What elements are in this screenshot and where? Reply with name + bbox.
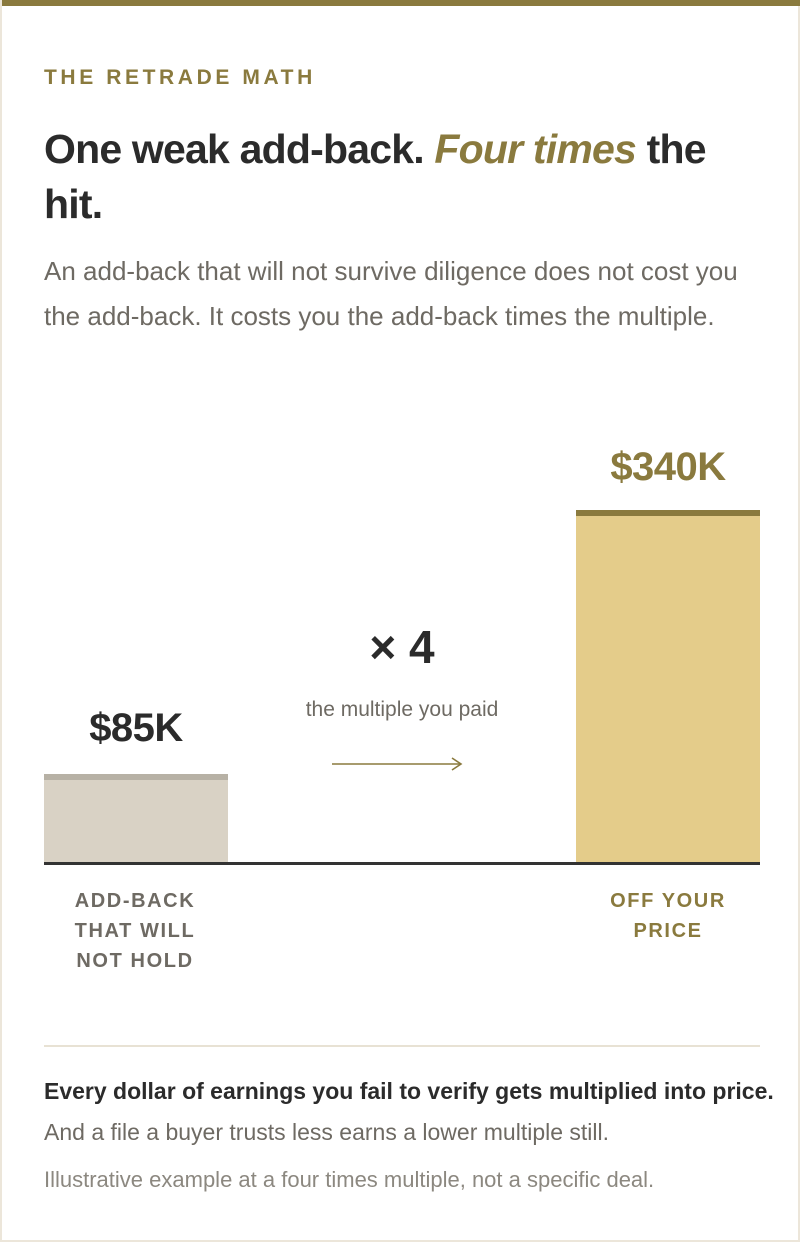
bar-addback-cap xyxy=(44,774,228,780)
category-label-addback: ADD-BACK THAT WILL NOT HOLD xyxy=(74,890,196,972)
disclaimer: Illustrative example at a four times mul… xyxy=(44,1167,655,1192)
chart-baseline xyxy=(44,862,760,865)
subtitle: An add-back that will not survive dilige… xyxy=(44,256,738,331)
retrade-bar-chart: $85K $340K × 4 the multiple you paid ADD… xyxy=(2,420,800,1020)
value-label-addback: $85K xyxy=(89,706,183,750)
headline-part1: One weak add-back. xyxy=(44,126,425,172)
arrow-right-icon xyxy=(332,757,463,771)
headline: One weak add-back. Four times the hit. xyxy=(44,122,764,232)
footnote-rest: And a file a buyer trusts less earns a l… xyxy=(44,1119,610,1145)
multiplier-label: × 4 xyxy=(369,621,435,673)
multiplier-caption: the multiple you paid xyxy=(305,698,499,721)
footnote-bold: Every dollar of earnings you fail to ver… xyxy=(44,1078,774,1104)
bar-price-hit-cap xyxy=(576,510,760,516)
headline-part2: the hit. xyxy=(44,126,707,227)
value-label-price-hit: $340K xyxy=(610,445,726,489)
divider xyxy=(44,1045,760,1047)
accent-top-bar xyxy=(2,0,800,6)
bar-addback xyxy=(44,774,228,862)
category-label-price: OFF YOUR PRICE xyxy=(610,890,726,942)
headline-emphasis: Four times xyxy=(434,126,636,172)
eyebrow-label: THE RETRADE MATH xyxy=(44,66,316,89)
bar-price-hit xyxy=(576,510,760,862)
footnote: Every dollar of earnings you fail to ver… xyxy=(44,1071,774,1153)
chart-canvas xyxy=(44,510,760,865)
